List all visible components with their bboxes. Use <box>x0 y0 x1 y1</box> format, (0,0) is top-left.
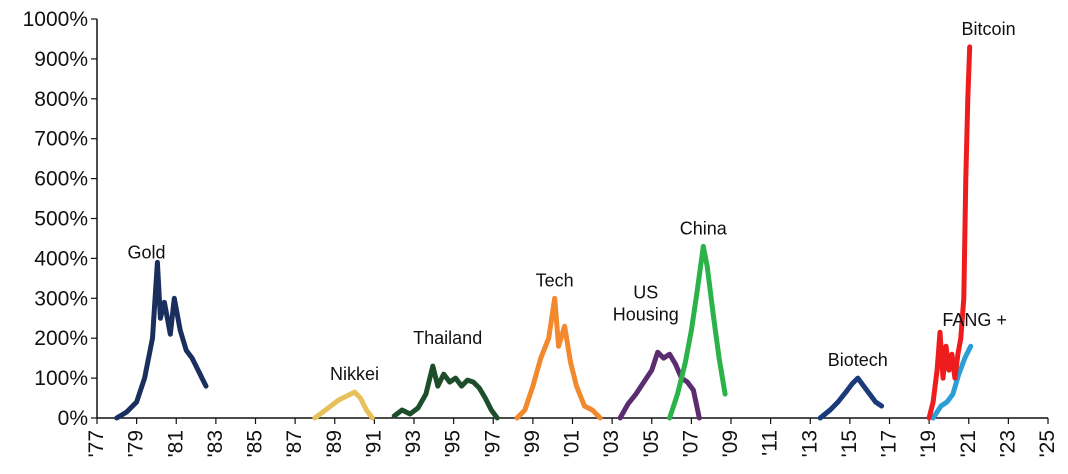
x-tick-label: '09 <box>719 430 742 457</box>
series-label-line: Bitcoin <box>962 19 1016 39</box>
series-label-us-housing: US Housing <box>613 282 679 324</box>
y-tick-label: 700% <box>34 128 88 151</box>
y-axis-ticks: 0% 100% 200% 300% 400% 500% 600% 700% 800% 900% 10… <box>23 8 97 430</box>
x-tick-label: '01 <box>561 430 584 457</box>
series-label-line: US <box>633 282 658 302</box>
x-tick-label: '93 <box>402 430 425 457</box>
y-tick-label: 900% <box>34 48 88 71</box>
series-label-line: Housing <box>613 304 679 324</box>
x-tick-label: '17 <box>878 430 901 457</box>
series-label-line: Thailand <box>413 328 482 348</box>
series-line-bitcoin <box>926 44 973 421</box>
y-tick-label: 0% <box>58 407 88 430</box>
series-label-biotech: Biotech <box>828 350 888 370</box>
x-tick-label: '97 <box>481 430 504 457</box>
x-tick-label: '85 <box>244 430 267 457</box>
x-tick-label: '83 <box>204 430 227 457</box>
series-label-line: Gold <box>128 242 166 262</box>
x-axis-ticks: '77 '79 '81 '83 '85 '87 '89 '91 '93 '95 '97 '99 '01 '… <box>85 418 1059 457</box>
x-tick-label: '95 <box>442 430 465 457</box>
series-label-line: Nikkei <box>330 364 379 384</box>
x-tick-label: '23 <box>996 430 1019 457</box>
x-tick-label: '91 <box>362 430 385 457</box>
series-label-fang: FANG + <box>942 310 1007 330</box>
y-tick-label: 800% <box>34 88 88 111</box>
y-tick-label: 500% <box>34 208 88 231</box>
series-line-us-housing <box>617 349 702 421</box>
x-tick-label: '25 <box>1036 430 1059 457</box>
series-line-fang <box>930 343 974 421</box>
y-tick-label: 400% <box>34 247 88 270</box>
y-tick-label: 100% <box>34 367 88 390</box>
series-lines <box>114 44 974 421</box>
x-tick-label: '87 <box>283 430 306 457</box>
y-tick-label: 600% <box>34 168 88 191</box>
x-tick-label: '77 <box>85 430 108 457</box>
x-tick-label: '05 <box>640 430 663 457</box>
x-tick-label: '13 <box>798 430 821 457</box>
x-tick-label: '79 <box>125 430 148 457</box>
x-tick-label: '81 <box>164 430 187 457</box>
y-tick-label: 300% <box>34 287 88 310</box>
series-label-line: Tech <box>536 270 574 290</box>
series-label-line: Biotech <box>828 350 888 370</box>
series-label-bitcoin: Bitcoin <box>962 19 1016 39</box>
axes <box>96 19 1048 419</box>
series-label-gold: Gold <box>128 242 166 262</box>
series-label-tech: Tech <box>536 270 574 290</box>
x-tick-label: '89 <box>323 430 346 457</box>
series-label-nikkei: Nikkei <box>330 364 379 384</box>
x-tick-label: '99 <box>521 430 544 457</box>
series-label-china: China <box>680 218 728 238</box>
series-label-line: China <box>680 218 728 238</box>
x-tick-label: '15 <box>838 430 861 457</box>
y-tick-label: 1000% <box>23 8 88 31</box>
series-line-tech <box>514 295 603 421</box>
x-tick-label: '19 <box>917 430 940 457</box>
series-labels: Gold Nikkei Thailand Tech US Housing China Biot… <box>128 19 1016 384</box>
x-tick-label: '03 <box>600 430 623 457</box>
series-line-china <box>667 243 728 421</box>
series-label-thailand: Thailand <box>413 328 482 348</box>
x-tick-label: '21 <box>957 430 980 457</box>
series-line-thailand <box>391 363 500 421</box>
y-tick-label: 200% <box>34 327 88 350</box>
series-line-biotech <box>817 375 885 421</box>
series-label-line: FANG + <box>942 310 1007 330</box>
series-line-nikkei <box>312 389 375 421</box>
x-tick-label: '07 <box>679 430 702 457</box>
series-line-gold <box>114 259 209 421</box>
x-tick-label: '11 <box>759 430 782 456</box>
